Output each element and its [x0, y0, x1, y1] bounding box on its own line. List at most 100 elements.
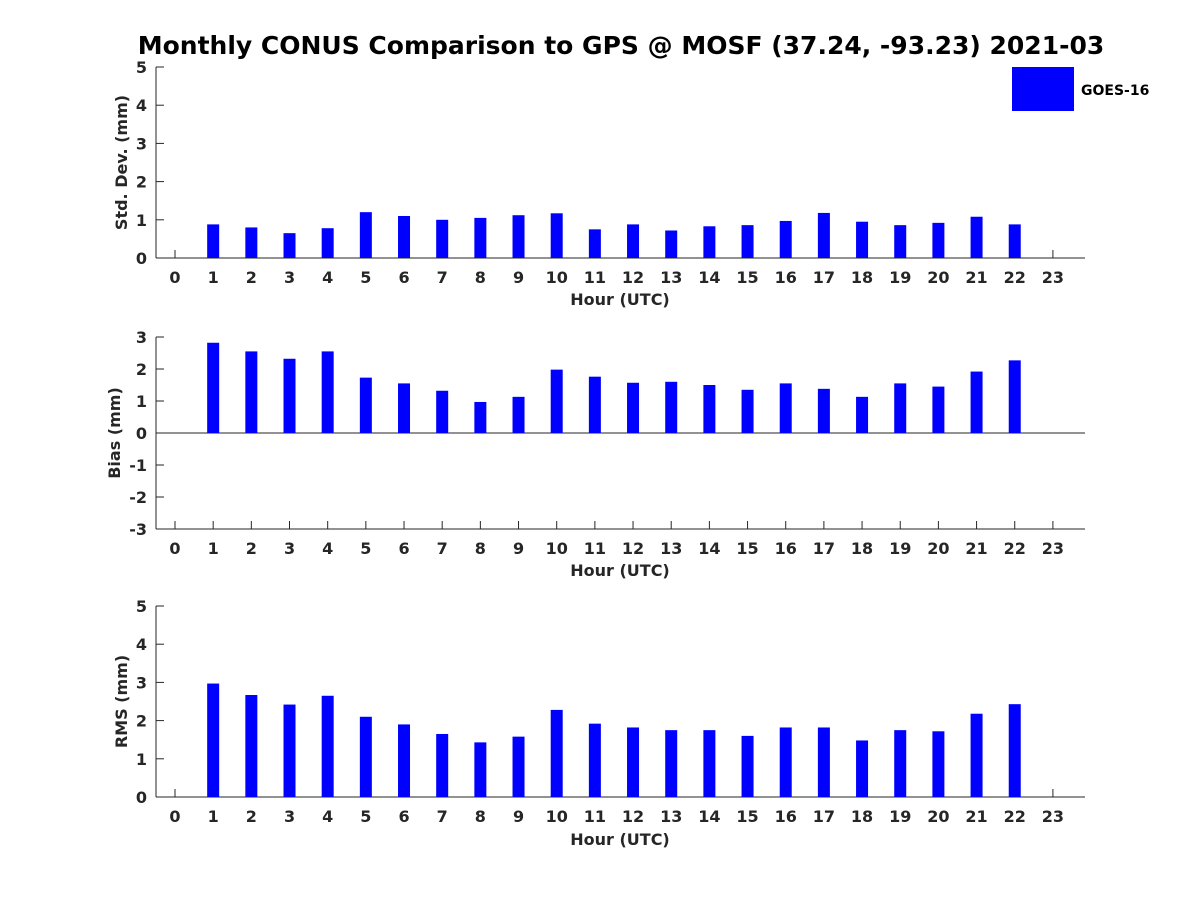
std-dev-x-tick-label: 18 [851, 268, 873, 287]
bias-x-tick-label: 2 [246, 539, 257, 558]
std-dev-bar [436, 219, 449, 258]
rms-x-tick-label: 18 [851, 807, 873, 826]
rms-x-axis-label: Hour (UTC) [570, 830, 670, 849]
std-dev-x-tick-label: 3 [284, 268, 295, 287]
rms-x-tick-label: 6 [398, 807, 409, 826]
rms-bar [245, 695, 258, 797]
std-dev-bar [512, 215, 525, 258]
rms-x-tick-label: 21 [965, 807, 987, 826]
std-dev-y-tick-label: 0 [136, 249, 147, 268]
bias-bar [398, 383, 411, 433]
rms-bar [817, 727, 830, 797]
bias-x-tick-label: 16 [775, 539, 797, 558]
rms-bar [359, 716, 372, 797]
rms-y-tick-label: 0 [136, 788, 147, 807]
bias-x-tick-label: 23 [1042, 539, 1064, 558]
std-dev-bar [283, 233, 296, 258]
rms-x-tick-label: 15 [736, 807, 758, 826]
bias-y-tick-label: 1 [136, 392, 147, 411]
rms-bar [512, 736, 525, 797]
bias-bar [741, 389, 754, 433]
rms-y-tick-label: 2 [136, 712, 147, 731]
rms-x-tick-label: 4 [322, 807, 333, 826]
bias-bar [703, 385, 716, 433]
rms-bar [588, 723, 601, 797]
rms-y-tick-label: 5 [136, 597, 147, 616]
bias-x-tick-label: 10 [546, 539, 568, 558]
rms-x-tick-label: 17 [813, 807, 835, 826]
rms-x-tick-label: 3 [284, 807, 295, 826]
bias-x-tick-label: 13 [660, 539, 682, 558]
std-dev-bar [207, 224, 220, 258]
rms-y-tick-label: 1 [136, 750, 147, 769]
bias-bar [321, 351, 334, 433]
std-dev-y-tick-label: 1 [136, 211, 147, 230]
std-dev-bar [359, 212, 372, 258]
std-dev-x-tick-label: 2 [246, 268, 257, 287]
legend: GOES-16 [1012, 67, 1149, 111]
rms-y-tick-label: 3 [136, 673, 147, 692]
std-dev-bar [398, 215, 411, 258]
rms-x-tick-label: 10 [546, 807, 568, 826]
bias-x-tick-label: 21 [965, 539, 987, 558]
bias-x-tick-label: 22 [1004, 539, 1026, 558]
rms-x-tick-label: 5 [360, 807, 371, 826]
rms-x-tick-label: 23 [1042, 807, 1064, 826]
bias-x-tick-label: 4 [322, 539, 333, 558]
rms-bar [474, 742, 487, 797]
std-dev-bar [779, 220, 792, 258]
bias-bar [856, 396, 869, 433]
std-dev-x-tick-label: 1 [208, 268, 219, 287]
std-dev-x-tick-label: 22 [1004, 268, 1026, 287]
bias-bar [550, 369, 563, 433]
bias-bar [512, 396, 525, 433]
std-dev-bar [703, 226, 716, 258]
rms-bar [741, 735, 754, 797]
bias-bar [245, 351, 258, 433]
std-dev-x-tick-label: 14 [698, 268, 720, 287]
rms-x-tick-label: 12 [622, 807, 644, 826]
std-dev-bar [474, 217, 487, 258]
bias-x-tick-label: 12 [622, 539, 644, 558]
std-dev-x-tick-label: 16 [775, 268, 797, 287]
rms-bar [550, 709, 563, 797]
legend-swatch [1012, 67, 1074, 111]
std-dev-y-tick-label: 3 [136, 134, 147, 153]
rms-x-tick-label: 16 [775, 807, 797, 826]
std-dev-x-tick-label: 19 [889, 268, 911, 287]
bias-bar [1008, 360, 1021, 433]
std-dev-x-axis-label: Hour (UTC) [570, 290, 670, 309]
std-dev-x-tick-label: 4 [322, 268, 333, 287]
bias-bar [474, 401, 487, 433]
rms-bar [894, 730, 907, 797]
std-dev-bar [817, 212, 830, 258]
rms-bar [321, 695, 334, 797]
rms-x-tick-label: 22 [1004, 807, 1026, 826]
legend-label: GOES-16 [1081, 83, 1149, 99]
bias-x-tick-label: 20 [927, 539, 949, 558]
rms-bar [703, 730, 716, 797]
std-dev-x-tick-label: 13 [660, 268, 682, 287]
std-dev-x-tick-label: 10 [546, 268, 568, 287]
rms-x-tick-label: 9 [513, 807, 524, 826]
bias-x-tick-label: 14 [698, 539, 720, 558]
bias-x-tick-label: 19 [889, 539, 911, 558]
rms-bar [665, 730, 678, 797]
bias-x-tick-label: 6 [398, 539, 409, 558]
rms-bar [283, 704, 296, 797]
std-dev-bar [550, 213, 563, 258]
bias-y-axis-label: Bias (mm) [105, 387, 124, 479]
rms-x-tick-label: 7 [437, 807, 448, 826]
std-dev-x-tick-label: 6 [398, 268, 409, 287]
rms-x-tick-label: 8 [475, 807, 486, 826]
bias-x-tick-label: 5 [360, 539, 371, 558]
rms-x-tick-label: 13 [660, 807, 682, 826]
bias-bar [970, 371, 983, 433]
std-dev-x-tick-label: 21 [965, 268, 987, 287]
std-dev-bar [321, 228, 334, 258]
std-dev-x-tick-label: 17 [813, 268, 835, 287]
rms-x-tick-label: 11 [584, 807, 606, 826]
rms-bar [398, 724, 411, 797]
